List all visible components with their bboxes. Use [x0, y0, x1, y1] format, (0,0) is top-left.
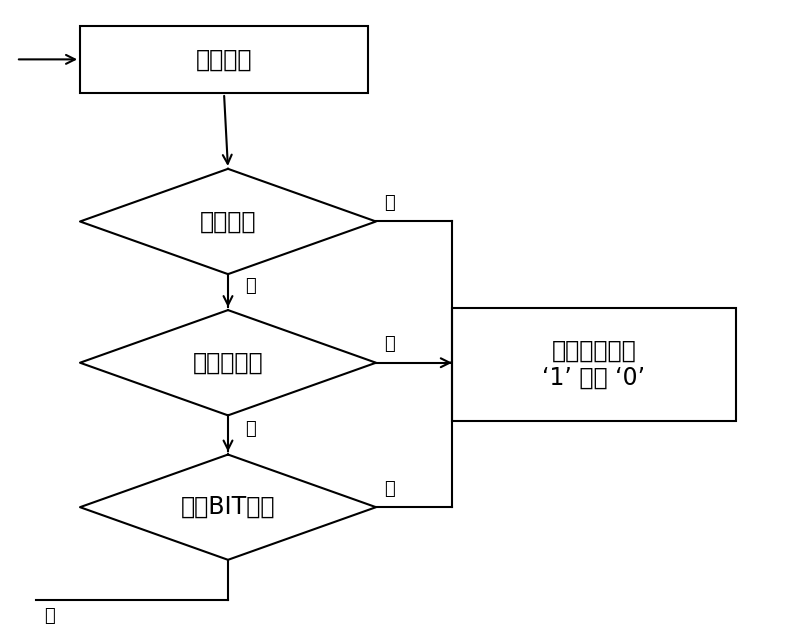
Text: 否: 否: [44, 607, 54, 625]
Text: 是: 是: [384, 194, 394, 212]
Text: 否: 否: [246, 419, 256, 438]
Text: 正常控制: 正常控制: [196, 48, 252, 71]
Text: 是: 是: [384, 480, 394, 498]
Text: 电源失效: 电源失效: [200, 209, 256, 234]
Bar: [80, 26, 368, 93]
Text: 是: 是: [384, 335, 394, 353]
Text: 否: 否: [246, 277, 256, 295]
Bar: [452, 308, 736, 421]
Text: 看门狗报警: 看门狗报警: [193, 351, 263, 375]
Text: 故障寄存器由
‘1’ 置为 ‘0’: 故障寄存器由 ‘1’ 置为 ‘0’: [542, 338, 646, 390]
Text: 软件BIT错误: 软件BIT错误: [181, 495, 275, 519]
